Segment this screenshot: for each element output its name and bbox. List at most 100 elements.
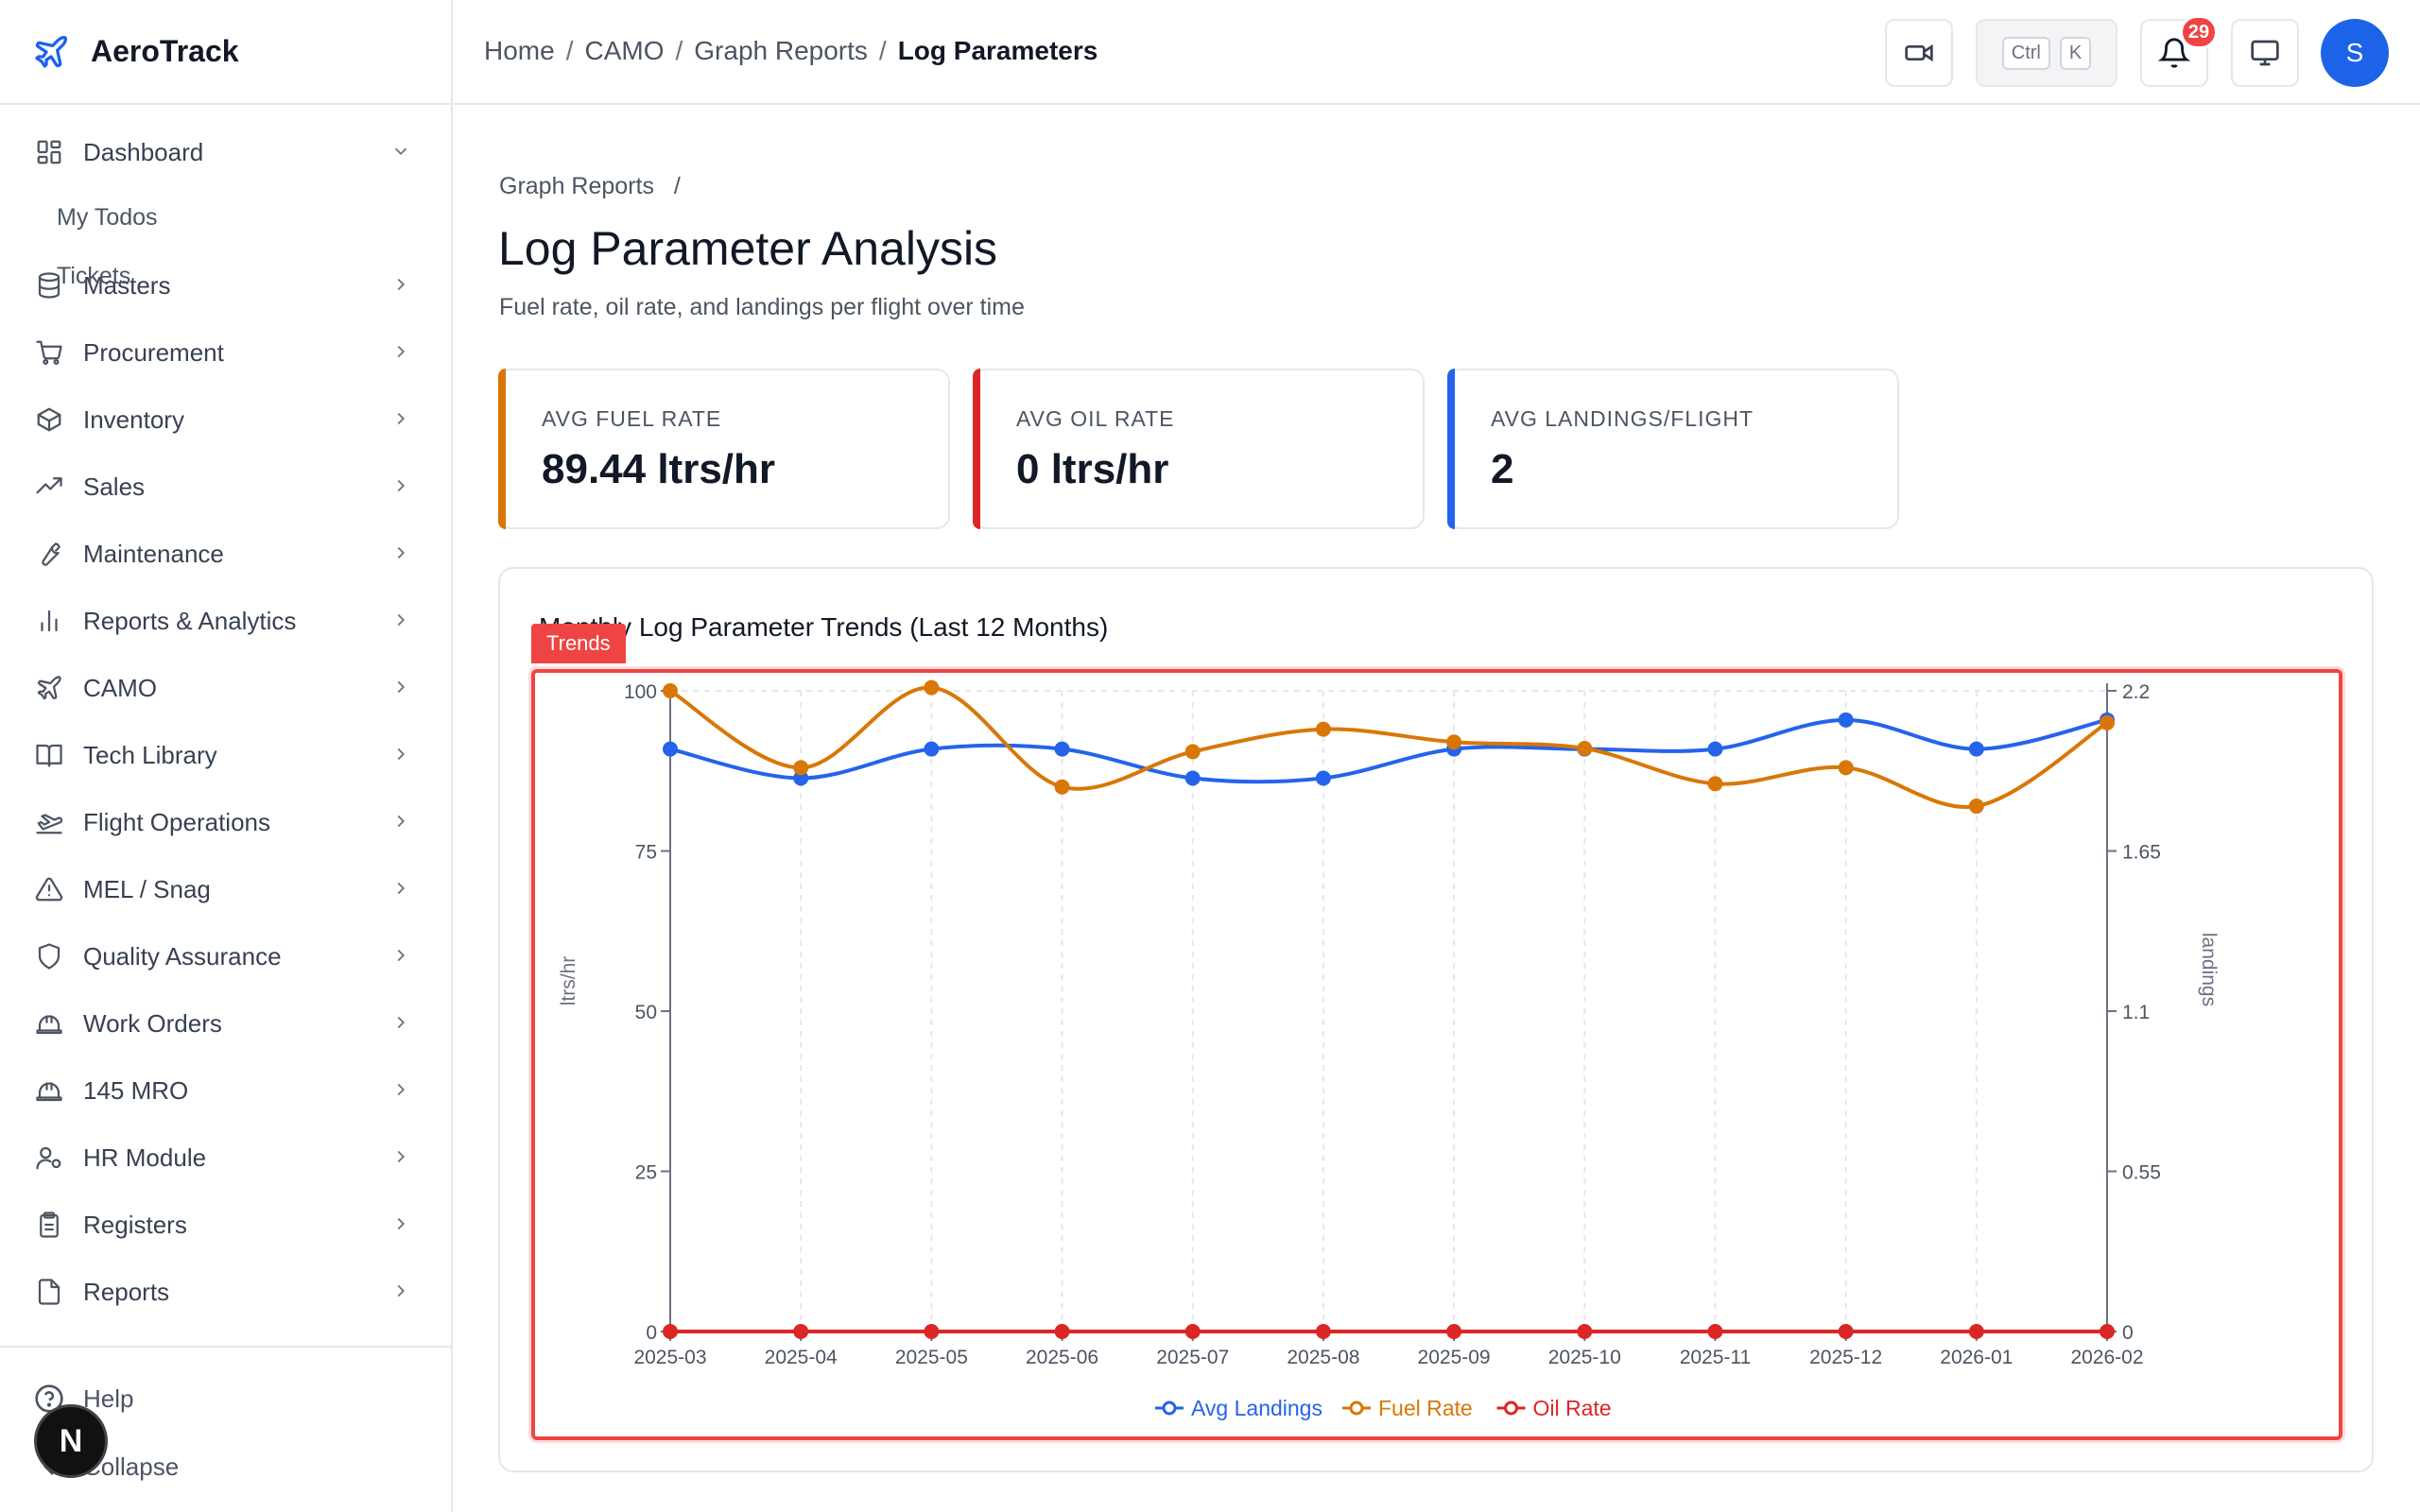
sidebar-item-dashboard[interactable]: Dashboard [0, 124, 451, 180]
stat-value: 0 ltrs/hr [1016, 446, 1169, 492]
stat-value: 2 [1491, 446, 1514, 492]
hard-hat-icon [34, 1008, 64, 1039]
chevron-right-icon[interactable] [390, 274, 411, 295]
page-title: Log Parameter Analysis [498, 222, 998, 275]
sidebar-item-label: Flight Operations [83, 807, 270, 836]
display-button[interactable] [2231, 19, 2299, 87]
sidebar-item-reports-analytics[interactable]: Reports & Analytics [0, 593, 451, 649]
sidebar-subitem-tickets[interactable]: Tickets [57, 263, 131, 289]
chevron-right-icon[interactable] [390, 408, 411, 429]
page-subtitle: Fuel rate, oil rate, and landings per fl… [499, 294, 1025, 320]
chevron-right-icon[interactable] [390, 341, 411, 362]
breadcrumb-camo[interactable]: CAMO [584, 36, 665, 65]
video-button[interactable] [1885, 19, 1953, 87]
sidebar-item-label: Procurement [83, 337, 224, 367]
sidebar-item-hr-module[interactable]: HR Module [0, 1129, 451, 1186]
sidebar-item-label: Inventory [83, 404, 184, 434]
chevron-right-icon[interactable] [390, 811, 411, 832]
sidebar-item-label: Dashboard [83, 137, 204, 166]
sidebar-item-quality-assurance[interactable]: Quality Assurance [0, 928, 451, 985]
wrench-icon [34, 539, 64, 569]
chevron-right-icon[interactable] [390, 1280, 411, 1301]
sidebar-subitem-my-todos[interactable]: My Todos [57, 204, 158, 231]
command-palette-button[interactable]: Ctrl K [1976, 19, 2118, 87]
chevron-right-icon[interactable] [390, 1146, 411, 1167]
breadcrumb-graph-reports[interactable]: Graph Reports [694, 36, 868, 65]
chevron-right-icon[interactable] [390, 744, 411, 765]
chart-highlight-frame [531, 669, 2342, 1440]
sidebar-item-reports[interactable]: Reports [0, 1263, 451, 1320]
sidebar-nav: Dashboard Masters Procurement Inventory Sale… [0, 105, 451, 1346]
stat-label: AVG LANDINGS/FLIGHT [1491, 406, 1754, 431]
help-label: Help [83, 1383, 134, 1413]
file-icon [34, 1277, 64, 1307]
user-cog-icon [34, 1143, 64, 1173]
plane-takeoff-icon [34, 807, 64, 837]
sidebar-item-tech-library[interactable]: Tech Library [0, 727, 451, 783]
breadcrumb: Home / CAMO / Graph Reports / Log Parame… [484, 36, 1098, 66]
sidebar-item-camo[interactable]: CAMO [0, 660, 451, 716]
page-breadcrumb: Graph Reports / [499, 173, 681, 200]
notification-count-badge: 29 [2180, 15, 2218, 49]
book-icon [34, 740, 64, 770]
sidebar-item-label: MEL / Snag [83, 874, 211, 903]
kbd-k: K [2059, 36, 2092, 70]
help-link[interactable]: Help [34, 1383, 133, 1414]
chart-title: Monthly Log Parameter Trends (Last 12 Mo… [539, 612, 1109, 642]
page-breadcrumb-link[interactable]: Graph Reports [499, 173, 654, 199]
sidebar-item-inventory[interactable]: Inventory [0, 391, 451, 448]
breadcrumb-separator: / [878, 36, 887, 65]
box-icon [34, 404, 64, 435]
trends-tag: Trends [531, 624, 626, 663]
sidebar: AeroTrack Dashboard Masters Procurement Inv… [0, 0, 453, 1512]
chevron-right-icon[interactable] [390, 475, 411, 496]
sidebar-item-mel-snag[interactable]: MEL / Snag [0, 861, 451, 918]
topbar: Home / CAMO / Graph Reports / Log Parame… [454, 0, 2420, 105]
brand[interactable]: AeroTrack [0, 0, 451, 105]
sidebar-item-registers[interactable]: Registers [0, 1196, 451, 1253]
breadcrumb-home[interactable]: Home [484, 36, 555, 65]
monitor-icon [2251, 40, 2279, 66]
chevron-right-icon[interactable] [390, 610, 411, 630]
notifications-button[interactable]: 29 [2140, 15, 2218, 87]
plane-icon [34, 673, 64, 703]
user-avatar[interactable]: S [2321, 19, 2389, 87]
breadcrumb-separator: / [675, 36, 683, 65]
chevron-right-icon[interactable] [390, 1012, 411, 1033]
sidebar-item-label: HR Module [83, 1143, 207, 1172]
breadcrumb-separator: / [565, 36, 574, 65]
sidebar-item-label: Masters [83, 270, 171, 300]
chevron-right-icon[interactable] [390, 878, 411, 899]
chevron-right-icon[interactable] [390, 1213, 411, 1234]
plane-icon [35, 35, 67, 68]
kbd-ctrl: Ctrl [2001, 36, 2050, 70]
stat-card-landings: AVG LANDINGS/FLIGHT 2 [1447, 369, 1899, 529]
next-dev-badge[interactable]: N [34, 1404, 108, 1478]
stat-value: 89.44 ltrs/hr [542, 446, 776, 492]
sidebar-item-sales[interactable]: Sales [0, 458, 451, 515]
sidebar-item-work-orders[interactable]: Work Orders [0, 995, 451, 1052]
stat-accent [1447, 369, 1455, 529]
chevron-down-icon[interactable] [390, 141, 411, 162]
sidebar-item-label: Quality Assurance [83, 941, 282, 971]
chevron-right-icon[interactable] [390, 677, 411, 697]
sidebar-item-label: CAMO [83, 673, 157, 702]
sidebar-item-masters[interactable]: Masters [0, 257, 451, 314]
hard-hat-icon [34, 1075, 64, 1106]
stat-label: AVG OIL RATE [1016, 406, 1175, 431]
sidebar-item-flight-operations[interactable]: Flight Operations [0, 794, 451, 850]
sidebar-item-procurement[interactable]: Procurement [0, 324, 451, 381]
breadcrumb-current: Log Parameters [897, 36, 1098, 65]
stat-accent [498, 369, 506, 529]
chevron-right-icon[interactable] [390, 945, 411, 966]
chevron-right-icon[interactable] [390, 1079, 411, 1100]
sidebar-item-label: Reports & Analytics [83, 606, 297, 635]
sidebar-item-145-mro[interactable]: 145 MRO [0, 1062, 451, 1119]
sidebar-item-label: Sales [83, 472, 146, 501]
chevron-right-icon[interactable] [390, 542, 411, 563]
stat-accent [973, 369, 980, 529]
sidebar-item-label: 145 MRO [83, 1075, 189, 1105]
sidebar-item-maintenance[interactable]: Maintenance [0, 525, 451, 582]
sidebar-item-label: Reports [83, 1277, 170, 1306]
sidebar-item-label: Work Orders [83, 1008, 222, 1038]
